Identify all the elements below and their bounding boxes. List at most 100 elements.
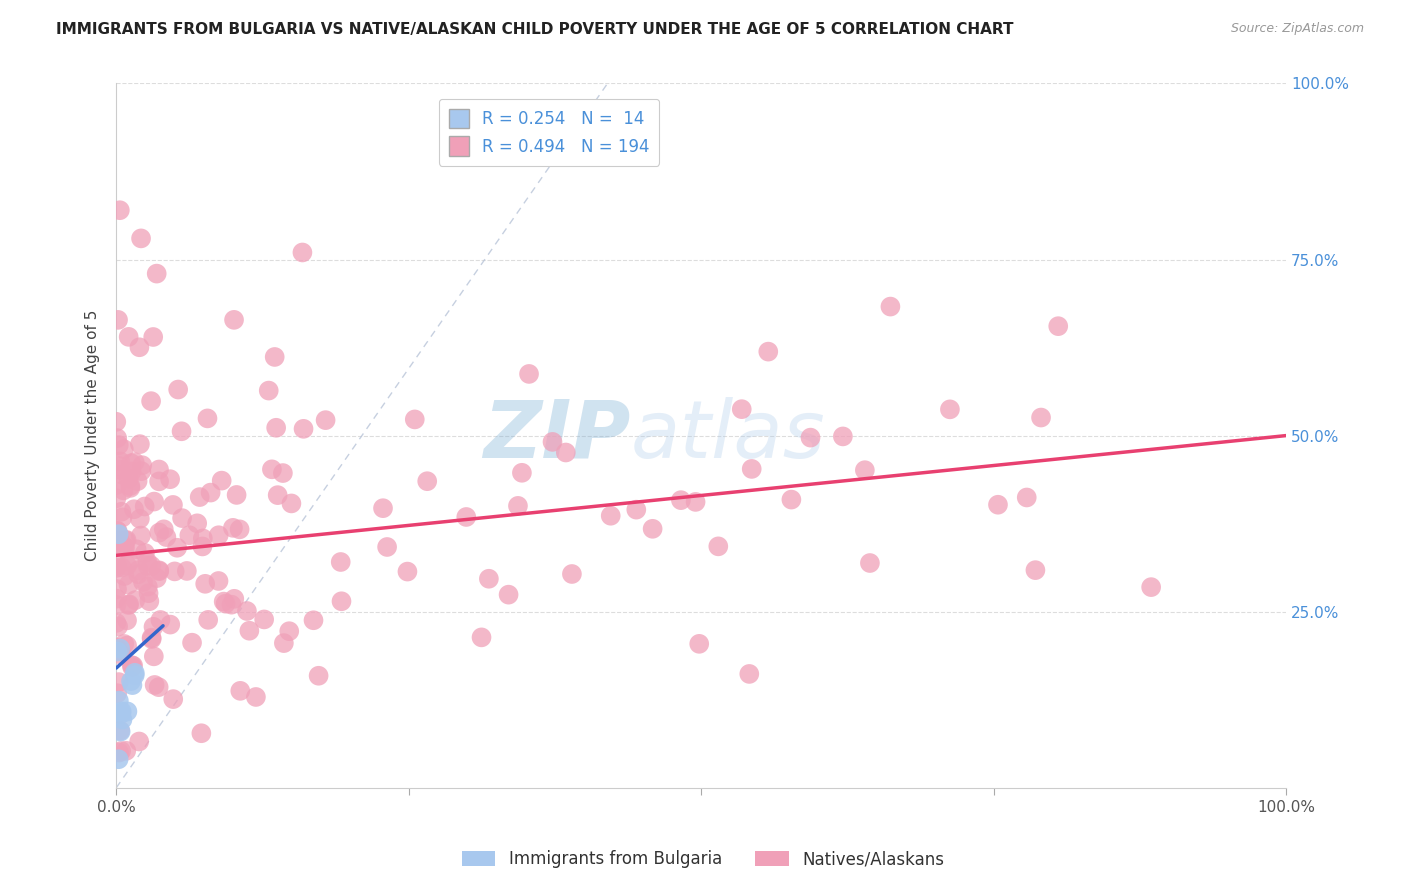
- Point: [115, 533, 138, 547]
- Point: [105, 615, 128, 630]
- Point: [136, 580, 159, 594]
- Point: [128, 563, 150, 577]
- Point: [115, 558, 138, 573]
- Point: [142, 620, 165, 634]
- Point: [291, 245, 314, 260]
- Point: [115, 639, 138, 653]
- Point: [107, 644, 129, 658]
- Point: [105, 640, 128, 655]
- Point: [142, 649, 165, 664]
- Point: [146, 571, 169, 585]
- Point: [131, 464, 153, 478]
- Point: [143, 494, 166, 508]
- Point: [105, 524, 128, 538]
- Point: [114, 533, 136, 548]
- Point: [510, 466, 533, 480]
- Point: [117, 705, 139, 719]
- Point: [111, 467, 134, 482]
- Point: [108, 533, 131, 548]
- Point: [260, 462, 283, 476]
- Point: [124, 455, 146, 469]
- Text: ZIP: ZIP: [484, 397, 631, 475]
- Point: [731, 402, 754, 417]
- Point: [110, 648, 132, 662]
- Text: Source: ZipAtlas.com: Source: ZipAtlas.com: [1230, 22, 1364, 36]
- Point: [181, 636, 204, 650]
- Point: [257, 384, 280, 398]
- Point: [224, 591, 246, 606]
- Point: [136, 555, 159, 569]
- Point: [197, 613, 219, 627]
- Point: [197, 411, 219, 425]
- Point: [129, 437, 152, 451]
- Y-axis label: Child Poverty Under the Age of 5: Child Poverty Under the Age of 5: [86, 310, 100, 561]
- Point: [105, 598, 128, 612]
- Point: [470, 631, 492, 645]
- Point: [136, 558, 159, 573]
- Point: [115, 613, 138, 627]
- Point: [554, 445, 576, 459]
- Point: [124, 668, 146, 682]
- Point: [517, 367, 540, 381]
- Point: [105, 491, 128, 506]
- Point: [315, 413, 337, 427]
- Point: [148, 475, 170, 489]
- Point: [879, 300, 901, 314]
- Legend: R = 0.254   N =  14, R = 0.494   N = 194: R = 0.254 N = 14, R = 0.494 N = 194: [439, 99, 659, 166]
- Text: atlas: atlas: [631, 397, 825, 475]
- Point: [416, 474, 439, 488]
- Point: [162, 498, 184, 512]
- Point: [238, 624, 260, 638]
- Text: IMMIGRANTS FROM BULGARIA VS NATIVE/ALASKAN CHILD POVERTY UNDER THE AGE OF 5 CORR: IMMIGRANTS FROM BULGARIA VS NATIVE/ALASK…: [56, 22, 1014, 37]
- Point: [853, 463, 876, 477]
- Point: [111, 510, 134, 524]
- Point: [207, 574, 229, 588]
- Point: [186, 516, 208, 531]
- Point: [330, 594, 353, 608]
- Point: [167, 383, 190, 397]
- Point: [1029, 410, 1052, 425]
- Point: [105, 431, 128, 445]
- Point: [110, 724, 132, 739]
- Point: [129, 528, 152, 542]
- Point: [225, 488, 247, 502]
- Point: [132, 574, 155, 589]
- Point: [111, 713, 134, 727]
- Point: [112, 540, 135, 554]
- Point: [179, 528, 201, 542]
- Point: [599, 508, 621, 523]
- Point: [105, 558, 128, 573]
- Point: [541, 434, 564, 449]
- Point: [128, 734, 150, 748]
- Point: [170, 425, 193, 439]
- Point: [134, 500, 156, 514]
- Point: [107, 438, 129, 452]
- Point: [141, 631, 163, 645]
- Point: [108, 693, 131, 707]
- Point: [688, 637, 710, 651]
- Point: [278, 624, 301, 639]
- Point: [111, 539, 134, 553]
- Point: [1024, 563, 1046, 577]
- Point: [127, 567, 149, 582]
- Point: [253, 612, 276, 626]
- Point: [138, 594, 160, 608]
- Point: [148, 564, 170, 578]
- Point: [859, 556, 882, 570]
- Point: [939, 402, 962, 417]
- Point: [506, 499, 529, 513]
- Point: [107, 313, 129, 327]
- Point: [117, 577, 139, 591]
- Point: [229, 683, 252, 698]
- Point: [799, 431, 821, 445]
- Point: [120, 456, 142, 470]
- Point: [190, 726, 212, 740]
- Point: [118, 597, 141, 611]
- Point: [292, 422, 315, 436]
- Point: [128, 340, 150, 354]
- Point: [756, 344, 779, 359]
- Point: [200, 485, 222, 500]
- Point: [111, 705, 134, 719]
- Point: [375, 540, 398, 554]
- Point: [308, 669, 330, 683]
